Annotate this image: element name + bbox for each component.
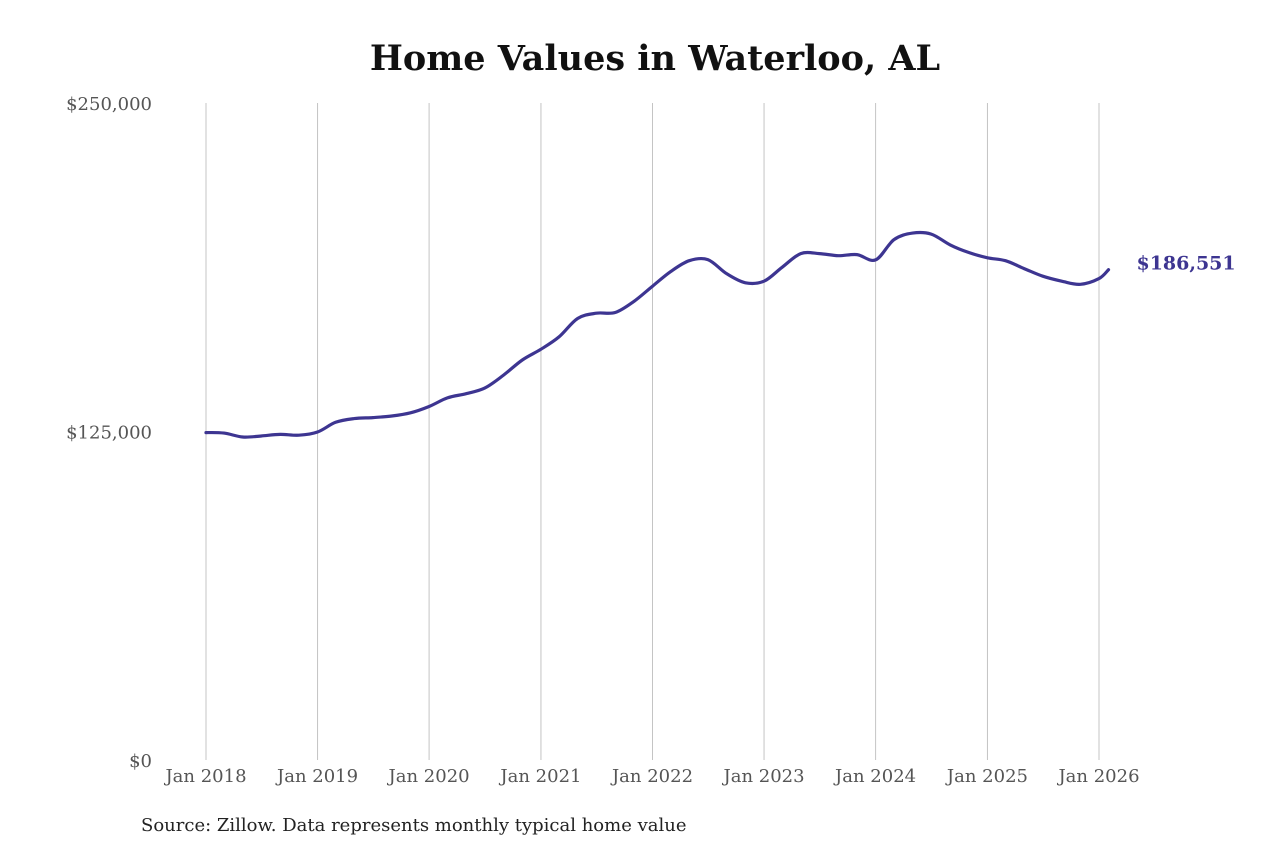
- x-tick-label: Jan 2025: [945, 766, 1028, 787]
- x-axis-tick-labels: Jan 2018 Jan 2019 Jan 2020 Jan 2021 Jan 2022…: [163, 766, 1139, 787]
- chart-title: Home Values in Waterloo, AL: [369, 38, 941, 79]
- gridlines: [205, 103, 1100, 760]
- series-line: [204, 230, 1111, 439]
- x-tick-label: Jan 2020: [387, 766, 470, 787]
- y-tick-label: $250,000: [66, 94, 152, 115]
- x-tick-label: Jan 2023: [722, 766, 805, 787]
- source-note: Source: Zillow. Data represents monthly …: [141, 815, 687, 836]
- x-tick-label: Jan 2026: [1056, 766, 1139, 787]
- x-tick-label: Jan 2024: [833, 766, 916, 787]
- y-tick-label: $0: [129, 751, 152, 772]
- x-tick-label: Jan 2021: [498, 766, 581, 787]
- series-layer: $186,551: [204, 230, 1236, 439]
- y-tick-label: $125,000: [66, 423, 152, 444]
- x-tick-label: Jan 2022: [610, 766, 693, 787]
- x-tick-label: Jan 2018: [163, 766, 246, 787]
- x-tick-label: Jan 2019: [275, 766, 358, 787]
- end-value-label: $186,551: [1136, 253, 1235, 275]
- y-axis-tick-labels: $0 $125,000 $250,000: [66, 94, 152, 772]
